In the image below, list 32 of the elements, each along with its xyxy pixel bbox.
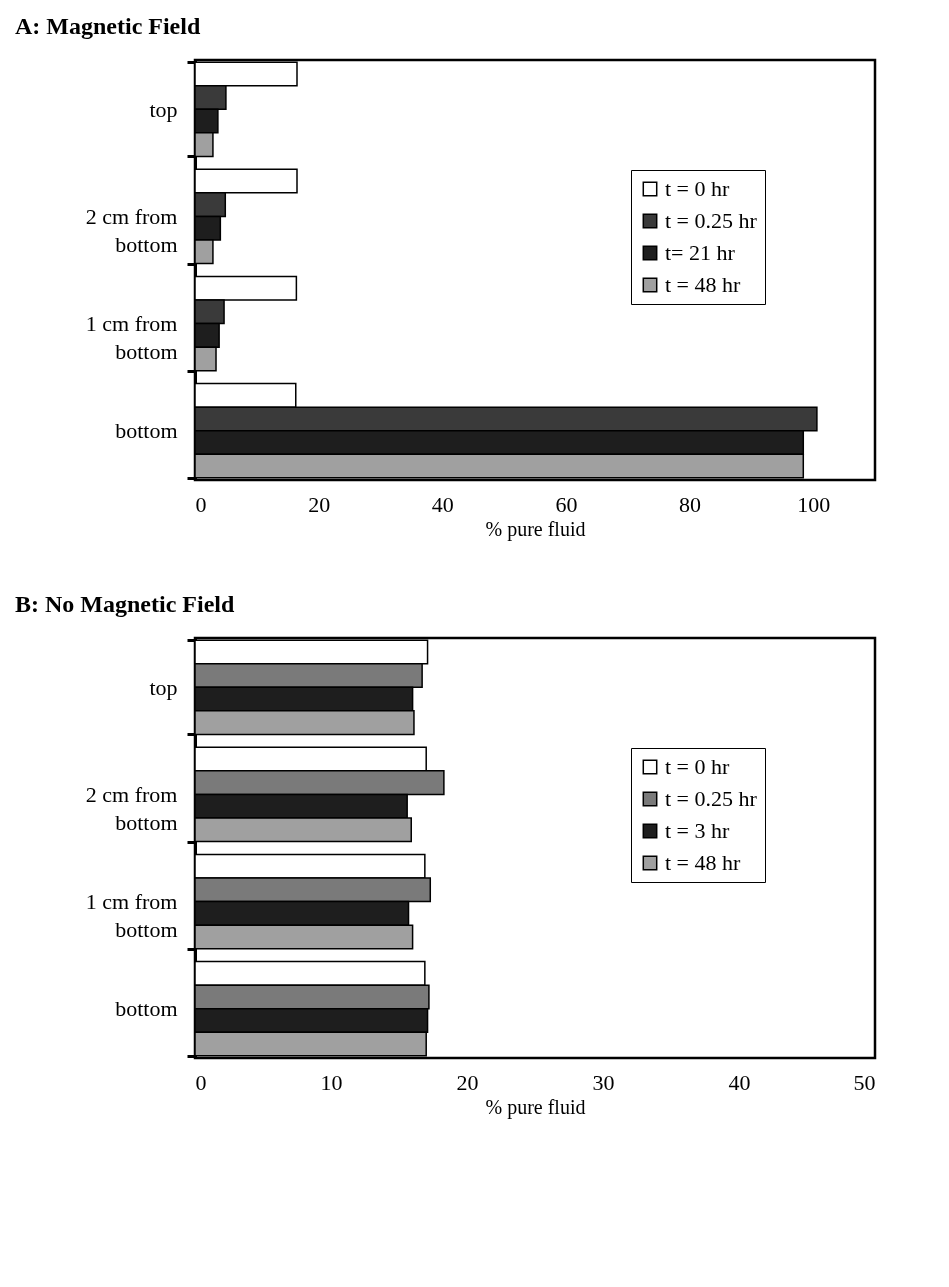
- x-tick-label: 20: [308, 491, 331, 517]
- y-tick-label: 1 cm from bottom: [85, 311, 178, 365]
- y-tick-label: 2 cm from bottom: [85, 203, 178, 257]
- x-tick-label: 0: [195, 491, 207, 517]
- y-tick-label: top: [149, 96, 178, 122]
- x-tick-label: 80: [679, 491, 702, 517]
- y-tick-label: 1 cm from bottom: [85, 889, 178, 943]
- chart-title: B: No Magnetic Field: [15, 591, 235, 617]
- x-tick-label: 30: [592, 1069, 615, 1095]
- y-tick-label: top: [149, 674, 178, 700]
- legend-label: t= 21 hr: [665, 240, 736, 265]
- x-tick-label: 10: [320, 1069, 343, 1095]
- x-axis-title: % pure fluid: [485, 1095, 586, 1119]
- x-tick-label: 40: [431, 491, 454, 517]
- y-tick-label: 2 cm from bottom: [85, 781, 178, 835]
- x-tick-label: 50: [853, 1069, 876, 1095]
- x-tick-label: 60: [555, 491, 578, 517]
- legend-label: t = 48 hr: [665, 272, 742, 297]
- legend-label: t = 48 hr: [665, 850, 742, 875]
- x-axis-title: % pure fluid: [485, 517, 586, 541]
- chart-title: A: Magnetic Field: [15, 13, 201, 39]
- x-tick-label: 40: [728, 1069, 751, 1095]
- legend-label: t = 0 hr: [665, 754, 731, 779]
- legend-label: t = 0.25 hr: [665, 786, 758, 811]
- x-tick-label: 100: [797, 491, 831, 517]
- y-tick-label: bottom: [115, 418, 178, 444]
- y-tick-label: bottom: [115, 996, 178, 1022]
- legend-label: t = 3 hr: [665, 818, 731, 843]
- legend-label: t = 0 hr: [665, 176, 731, 201]
- legend-label: t = 0.25 hr: [665, 208, 758, 233]
- x-tick-label: 0: [195, 1069, 207, 1095]
- x-tick-label: 20: [456, 1069, 479, 1095]
